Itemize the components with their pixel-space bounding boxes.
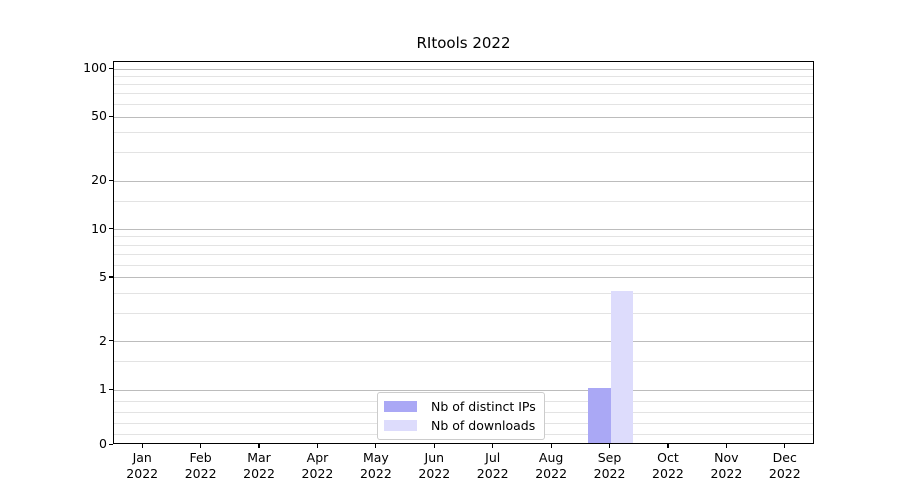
y-axis-tick-label: 2 (99, 332, 107, 348)
x-axis-tick-month: Mar (247, 450, 271, 465)
x-axis-tick-month: Oct (657, 450, 679, 465)
gridline-minor (114, 253, 813, 255)
gridline-minor (114, 312, 813, 314)
legend-item[interactable]: Nb of distinct IPs (384, 397, 536, 416)
gridline-minor (114, 244, 813, 246)
x-axis-tick-label: Aug 2022 (516, 450, 586, 482)
gridline-minor (114, 104, 813, 106)
x-axis-tick-label: Nov 2022 (691, 450, 761, 482)
y-axis-ticks: 0 1 2 5 10 20 50 100 (55, 0, 107, 500)
x-axis-tick-month: Aug (538, 450, 564, 465)
x-axis-tick-mark (200, 444, 202, 448)
x-axis-tick-label: Oct 2022 (633, 450, 703, 482)
x-axis-tick-label: Apr 2022 (282, 450, 352, 482)
y-axis-tick-label: 5 (99, 268, 107, 284)
plot-area (113, 61, 814, 444)
x-axis-tick-year: 2022 (710, 466, 743, 481)
x-axis-tick-year: 2022 (243, 466, 275, 481)
legend-item[interactable]: Nb of downloads (384, 416, 536, 435)
y-axis-tick-label: 1 (99, 381, 107, 397)
gridline-minor (114, 93, 813, 95)
x-axis-tick-month: Apr (306, 450, 329, 465)
gridline-major (114, 341, 813, 343)
y-axis-tick-mark (109, 443, 113, 445)
x-axis-tick-mark (433, 444, 435, 448)
x-axis-tick-mark (550, 444, 552, 448)
gridline-minor (114, 264, 813, 266)
x-axis-tick-year: 2022 (359, 466, 392, 481)
x-axis-tick-month: Jan (132, 450, 152, 465)
x-axis-tick-month: May (362, 450, 389, 465)
y-axis-tick-mark (109, 179, 113, 181)
chart-legend: Nb of distinct IPs Nb of downloads (377, 392, 545, 440)
legend-label: Nb of distinct IPs (431, 398, 536, 414)
y-axis-tick-mark (109, 67, 113, 69)
x-axis-tick-mark (316, 444, 319, 448)
x-axis-tick-label: Mar 2022 (224, 450, 294, 482)
y-axis-tick-label: 20 (91, 172, 107, 188)
x-axis-tick-label: Sep 2022 (575, 450, 645, 482)
y-axis-tick-label: 100 (83, 60, 107, 75)
y-axis-tick-label: 50 (91, 108, 107, 124)
x-axis-tick-mark (667, 444, 669, 448)
legend-swatch-icon (384, 420, 417, 431)
y-axis-tick-mark (109, 340, 113, 342)
x-axis-tick-month: Jul (485, 450, 501, 465)
legend-label: Nb of downloads (431, 417, 536, 433)
x-axis-tick-year: 2022 (652, 466, 684, 481)
gridline-major (114, 229, 813, 231)
x-axis-tick-year: 2022 (126, 466, 159, 481)
bar (588, 388, 611, 443)
x-axis-tick-mark (375, 444, 377, 448)
bar (610, 291, 634, 443)
gridline-minor (114, 361, 813, 363)
gridline-major (114, 68, 813, 70)
gridline-major (114, 277, 813, 279)
gridline-minor (114, 75, 813, 77)
gridline-minor (114, 132, 813, 134)
x-axis-tick-year: 2022 (418, 466, 451, 481)
y-axis-tick-mark (109, 388, 113, 390)
x-axis-tick-label: Dec 2022 (750, 450, 820, 482)
y-axis-tick-mark (109, 115, 113, 117)
x-axis-tick-label: Jan 2022 (107, 450, 177, 482)
gridline-major (114, 180, 813, 182)
x-axis-tick-year: 2022 (768, 466, 801, 481)
y-axis-tick-mark (109, 228, 113, 230)
x-axis-tick-label: Jun 2022 (399, 450, 469, 482)
x-axis-tick-year: 2022 (301, 466, 334, 481)
gridline-minor (114, 152, 813, 154)
gridline-minor (114, 84, 813, 86)
x-axis-tick-label: Feb 2022 (166, 450, 236, 482)
x-axis-tick-year: 2022 (535, 466, 568, 481)
gridline-major (114, 389, 813, 391)
gridline-minor (114, 200, 813, 202)
x-axis-tick-month: Nov (714, 450, 739, 465)
x-axis-tick-mark (784, 444, 786, 448)
chart-title: RItools 2022 (416, 34, 511, 52)
x-axis-tick-mark (141, 444, 143, 448)
x-axis-tick-year: 2022 (593, 466, 626, 481)
x-axis-tick-mark (258, 444, 260, 448)
x-axis-tick-month: Dec (772, 450, 797, 465)
gridline-major (114, 116, 813, 118)
y-axis-tick-label: 10 (91, 220, 107, 236)
y-axis-tick-label: 0 (99, 436, 107, 451)
x-axis-tick-label: May 2022 (341, 450, 411, 482)
x-axis-tick-mark (725, 444, 727, 448)
x-axis-tick-mark (492, 444, 494, 448)
x-axis-tick-month: Feb (189, 450, 212, 465)
gridline-minor (114, 292, 813, 294)
x-axis-tick-mark (608, 444, 611, 448)
legend-swatch-icon (384, 401, 417, 412)
x-axis-tick-month: Sep (597, 450, 622, 465)
x-axis-tick-label: Jul 2022 (458, 450, 528, 482)
x-axis-tick-month: Jun (424, 450, 445, 465)
x-axis-tick-year: 2022 (184, 466, 217, 481)
x-axis-tick-year: 2022 (476, 466, 509, 481)
y-axis-tick-mark (109, 276, 113, 278)
gridline-minor (114, 236, 813, 238)
